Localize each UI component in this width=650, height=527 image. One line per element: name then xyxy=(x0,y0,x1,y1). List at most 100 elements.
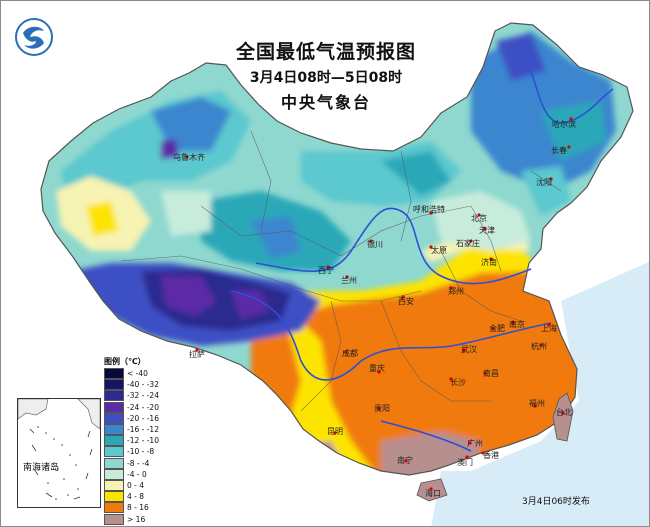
province-borders xyxy=(120,130,562,412)
city-dot xyxy=(404,459,408,463)
city-dot xyxy=(195,348,199,352)
legend: 图例（℃） < -40 -40 - -32 -32 - -24 -24 - -20 -2… xyxy=(104,356,164,525)
city-label: 长春 xyxy=(551,145,567,155)
city-label: 台北 xyxy=(556,407,572,417)
city-dot xyxy=(429,211,433,215)
city-label: 广州 xyxy=(467,438,483,448)
city-dot xyxy=(489,257,493,261)
legend-item: -40 - -32 xyxy=(104,379,164,391)
legend-item: 8 - 16 xyxy=(104,502,164,514)
city-label: 上海 xyxy=(541,323,557,333)
city-label: 成都 xyxy=(342,348,358,358)
yangtze-river xyxy=(230,290,552,381)
legend-label: 4 - 8 xyxy=(127,492,145,502)
legend-label: -10 - -8 xyxy=(127,447,155,457)
taiwan-island xyxy=(552,392,574,442)
city-label: 杭州 xyxy=(531,341,547,351)
city-dot xyxy=(369,239,373,243)
city-label: 拉萨 xyxy=(189,349,205,359)
release-time: 3月4日06时发布 xyxy=(522,497,590,507)
city-label: 武汉 xyxy=(461,344,477,354)
city-dot xyxy=(377,370,381,374)
legend-swatch xyxy=(104,468,124,480)
city-dot xyxy=(567,145,571,149)
legend-item: < -40 xyxy=(104,368,164,380)
city-dot xyxy=(429,487,433,491)
legend-item: 0 - 4 xyxy=(104,479,164,491)
legend-item: -12 - -10 xyxy=(104,435,164,447)
rivers xyxy=(230,70,614,452)
city-dot xyxy=(483,371,487,375)
sea-south xyxy=(431,471,521,526)
city-label: 天津 xyxy=(479,225,495,235)
heilongjiang-river xyxy=(530,70,614,124)
legend-item: -10 - -8 xyxy=(104,446,164,458)
city-label: 重庆 xyxy=(369,363,385,373)
city-label: 太原 xyxy=(431,245,447,255)
city-dot xyxy=(333,431,337,435)
city-dot xyxy=(185,155,189,159)
city-dot xyxy=(449,377,453,381)
city-label: 哈尔滨 xyxy=(552,119,576,129)
city-dot xyxy=(345,275,349,279)
city-label: 香港 xyxy=(483,450,499,460)
legend-rows: < -40 -40 - -32 -32 - -24 -24 - -20 -20 - -1… xyxy=(104,368,164,525)
city-label: 郑州 xyxy=(448,286,464,296)
legend-swatch xyxy=(104,479,124,491)
city-label: 澳门 xyxy=(457,457,473,467)
city-dot xyxy=(561,411,565,415)
city-label: 兰州 xyxy=(341,275,357,285)
city-label: 呼和浩特 xyxy=(413,204,445,214)
city-dot xyxy=(344,350,348,354)
legend-item: -16 - -12 xyxy=(104,424,164,436)
city-label: 贵阳 xyxy=(374,403,390,413)
city-dot xyxy=(469,239,473,243)
legend-label: 0 - 4 xyxy=(127,480,145,490)
city-dot xyxy=(569,117,573,121)
city-label: 长沙 xyxy=(450,377,466,387)
legend-label: -4 - 0 xyxy=(127,469,147,479)
city-label: 乌鲁木齐 xyxy=(173,152,205,162)
legend-swatch xyxy=(104,457,124,469)
city-dot xyxy=(481,451,485,455)
map-title: 全国最低气温预报图 xyxy=(235,41,416,63)
city-label: 海口 xyxy=(425,488,441,498)
pearl-river xyxy=(380,420,472,452)
city-label: 石家庄 xyxy=(456,238,480,248)
legend-label: > 16 xyxy=(127,514,146,524)
city-label: 合肥 xyxy=(489,323,505,333)
legend-swatch xyxy=(104,390,124,402)
legend-swatch xyxy=(104,424,124,436)
legend-item: -20 - -16 xyxy=(104,412,164,424)
city-label: 银川 xyxy=(367,239,383,249)
legend-item: -8 - -4 xyxy=(104,457,164,469)
sea-east xyxy=(471,261,649,526)
legend-swatch xyxy=(104,379,124,391)
map-issuer: 中央气象台 xyxy=(280,93,371,112)
inset-label: 南海诸岛 xyxy=(23,463,60,473)
city-dot xyxy=(401,295,405,299)
city-dot xyxy=(429,245,433,249)
city-dot xyxy=(462,348,466,352)
legend-swatch xyxy=(104,435,124,447)
city-label: 南宁 xyxy=(397,455,413,465)
legend-label: -40 - -32 xyxy=(127,380,159,390)
legend-label: -32 - -24 xyxy=(127,391,159,401)
city-dot xyxy=(491,327,495,331)
city-label: 济南 xyxy=(481,257,497,267)
legend-title: 图例（℃） xyxy=(104,357,146,366)
city-dot xyxy=(326,265,330,269)
city-dot xyxy=(547,323,551,327)
city-dot xyxy=(549,177,553,181)
legend-label: -20 - -16 xyxy=(127,413,159,423)
legend-swatch xyxy=(104,446,124,458)
south-china-sea-inset xyxy=(17,398,101,508)
city-label: 西安 xyxy=(398,296,414,306)
city-labels: 乌鲁木齐 哈尔滨 长春 沈阳 呼和浩特 北京 天津 银川 太原 石家庄 西宁 兰… xyxy=(173,117,576,498)
legend-swatch xyxy=(104,502,124,514)
map-period: 3月4日08时—5日08时 xyxy=(249,70,403,86)
city-dot xyxy=(511,321,515,325)
legend-swatch xyxy=(104,412,124,424)
legend-swatch xyxy=(104,401,124,413)
